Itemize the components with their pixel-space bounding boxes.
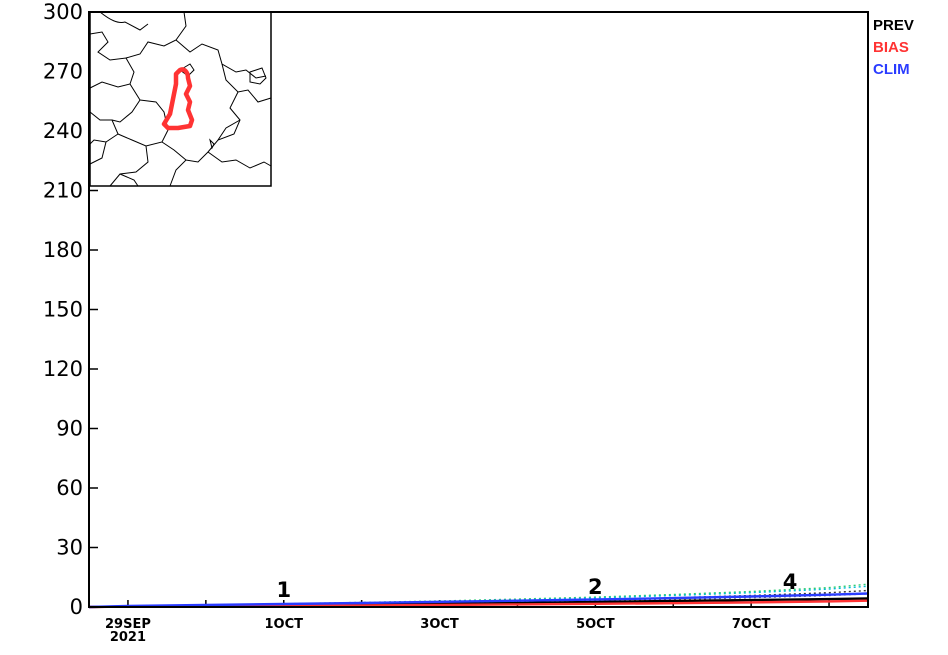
y-tick-label: 180 (43, 238, 83, 262)
member-line-1 (88, 583, 869, 608)
y-tick-label: 30 (56, 536, 83, 560)
y-axis: 0 30 60 90 120 150 180 210 240 270 300 (43, 0, 98, 619)
x-tick-sublabel: 2021 (110, 630, 146, 645)
x-tick-label: 5OCT (576, 617, 615, 632)
y-tick-label: 90 (56, 417, 83, 441)
plot-frame (88, 11, 869, 608)
y-tick-label: 150 (43, 298, 83, 322)
x-tick-label: 1OCT (264, 617, 303, 632)
inset-map-frame (89, 11, 272, 187)
state-borders (89, 11, 272, 187)
inset-map (89, 11, 272, 187)
x-tick-label: 7OCT (732, 617, 771, 632)
x-tick-label: 3OCT (420, 617, 459, 632)
week-marker-4: 4 (783, 570, 798, 594)
y-tick-label: 120 (43, 357, 83, 381)
region-outline (161, 67, 195, 131)
y-tick-label: 270 (43, 60, 83, 84)
series-line-clim (88, 592, 869, 609)
legend-clim: CLIM (873, 61, 910, 78)
member-line-2 (88, 585, 869, 608)
y-tick-label: 0 (70, 595, 83, 619)
y-tick-label: 300 (43, 0, 83, 24)
y-tick-label: 210 (43, 179, 83, 203)
legend-prev: PREV (873, 17, 914, 34)
week-marker-2: 2 (588, 575, 603, 599)
legend: PREV BIAS CLIM (873, 17, 914, 78)
x-tick-label: 29SEP (105, 617, 151, 632)
week-markers: 1 2 4 (276, 570, 797, 602)
y-tick-label: 60 (56, 476, 83, 500)
week-marker-1: 1 (276, 578, 291, 602)
y-tick-label: 240 (43, 119, 83, 143)
legend-bias: BIAS (873, 39, 909, 56)
